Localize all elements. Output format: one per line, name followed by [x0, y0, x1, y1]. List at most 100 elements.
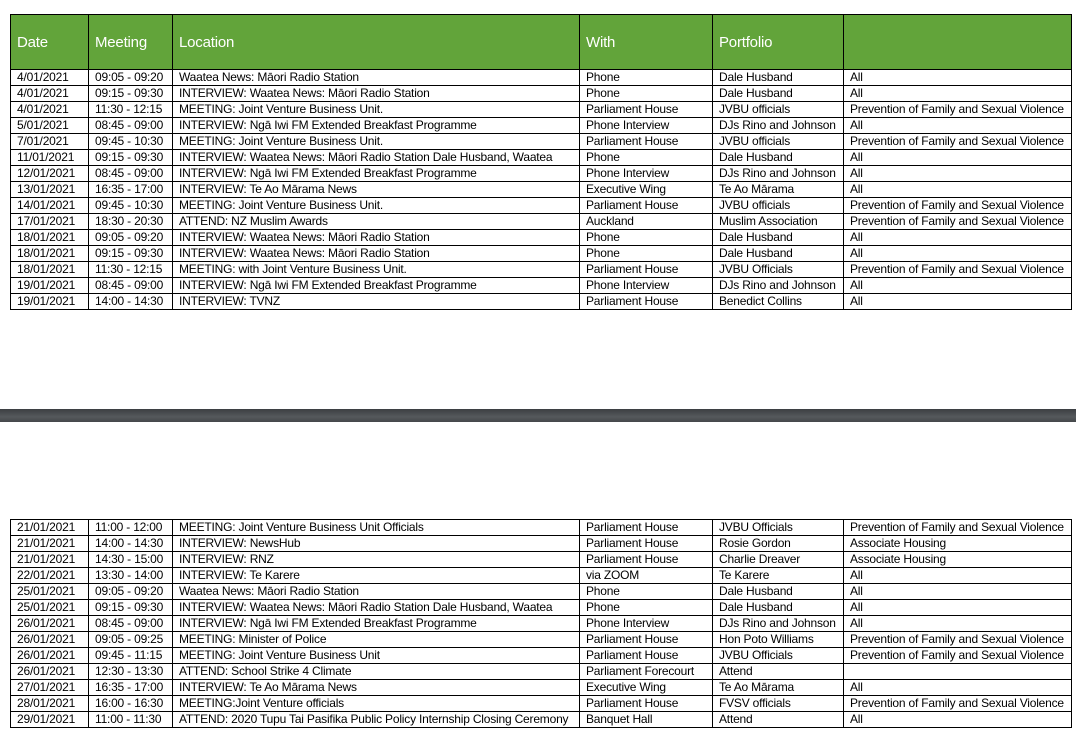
- cell-area: Prevention of Family and Sexual Violence: [843, 261, 1072, 278]
- table-row: 25/01/2021 09:15 - 09:30 INTERVIEW: Waatea…: [10, 599, 1072, 616]
- schedule-table-page-2: 21/01/2021 11:00 - 12:00 MEETING: Joint Ve…: [10, 519, 1072, 728]
- cell-meeting: 09:45 - 10:30: [88, 133, 173, 150]
- cell-area: All: [843, 567, 1072, 584]
- cell-location: MEETING: Joint Venture Business Unit.: [172, 197, 580, 214]
- table-row: 7/01/2021 09:45 - 10:30 MEETING: Joint Ven…: [10, 133, 1072, 150]
- cell-area: Prevention of Family and Sexual Violence: [843, 695, 1072, 712]
- cell-meeting: 11:00 - 12:00: [88, 519, 173, 536]
- cell-with: Phone: [579, 245, 713, 262]
- cell-with: Phone Interview: [579, 165, 713, 182]
- cell-meeting: 11:30 - 12:15: [88, 261, 173, 278]
- cell-meeting: 14:00 - 14:30: [88, 535, 173, 552]
- cell-with: Parliament House: [579, 197, 713, 214]
- cell-portfolio: Hon Poto Williams: [712, 631, 844, 648]
- cell-meeting: 18:30 - 20:30: [88, 213, 173, 230]
- cell-meeting: 09:45 - 10:30: [88, 197, 173, 214]
- table-row: 4/01/2021 09:05 - 09:20 Waatea News: Māori…: [10, 69, 1072, 86]
- cell-date: 18/01/2021: [10, 261, 89, 278]
- cell-meeting: 16:35 - 17:00: [88, 679, 173, 696]
- cell-date: 14/01/2021: [10, 197, 89, 214]
- table-row: 21/01/2021 14:30 - 15:00 INTERVIEW: RNZ Par…: [10, 551, 1072, 568]
- cell-meeting: 09:45 - 11:15: [88, 647, 173, 664]
- cell-location: MEETING: Minister of Police: [172, 631, 580, 648]
- cell-area: All: [843, 599, 1072, 616]
- cell-date: 19/01/2021: [10, 293, 89, 310]
- cell-area: Prevention of Family and Sexual Violence: [843, 631, 1072, 648]
- cell-area: All: [843, 583, 1072, 600]
- cell-portfolio: DJs Rino and Johnson: [712, 165, 844, 182]
- cell-area: [843, 663, 1072, 680]
- cell-portfolio: Te Karere: [712, 567, 844, 584]
- cell-area: All: [843, 615, 1072, 632]
- cell-meeting: 13:30 - 14:00: [88, 567, 173, 584]
- cell-portfolio: JVBU officials: [712, 197, 844, 214]
- cell-portfolio: JVBU Officials: [712, 647, 844, 664]
- cell-area: Prevention of Family and Sexual Violence: [843, 101, 1072, 118]
- cell-meeting: 09:15 - 09:30: [88, 85, 173, 102]
- cell-meeting: 08:45 - 09:00: [88, 117, 173, 134]
- cell-with: Phone: [579, 149, 713, 166]
- cell-meeting: 09:15 - 09:30: [88, 149, 173, 166]
- cell-date: 13/01/2021: [10, 181, 89, 198]
- cell-date: 22/01/2021: [10, 567, 89, 584]
- table-row: 5/01/2021 08:45 - 09:00 INTERVIEW: Ngā Iwi…: [10, 117, 1072, 134]
- cell-meeting: 12:30 - 13:30: [88, 663, 173, 680]
- cell-portfolio: JVBU Officials: [712, 261, 844, 278]
- cell-area: All: [843, 277, 1072, 294]
- cell-location: INTERVIEW: Waatea News: Māori Radio Stat…: [172, 149, 580, 166]
- cell-date: 19/01/2021: [10, 277, 89, 294]
- cell-location: INTERVIEW: Ngā Iwi FM Extended Breakfast…: [172, 615, 580, 632]
- cell-location: ATTEND: School Strike 4 Climate: [172, 663, 580, 680]
- table-row: 11/01/2021 09:15 - 09:30 INTERVIEW: Waatea…: [10, 149, 1072, 166]
- cell-meeting: 09:05 - 09:20: [88, 229, 173, 246]
- cell-area: Prevention of Family and Sexual Violence: [843, 213, 1072, 230]
- cell-portfolio: Te Ao Mārama: [712, 181, 844, 198]
- cell-date: 21/01/2021: [10, 551, 89, 568]
- header-with: With: [579, 14, 713, 70]
- table-row: 19/01/2021 08:45 - 09:00 INTERVIEW: Ngā Iw…: [10, 277, 1072, 294]
- cell-portfolio: Dale Husband: [712, 85, 844, 102]
- cell-portfolio: Dale Husband: [712, 599, 844, 616]
- cell-location: Waatea News: Māori Radio Station: [172, 583, 580, 600]
- cell-location: INTERVIEW: Waatea News: Māori Radio Stat…: [172, 229, 580, 246]
- cell-meeting: 14:00 - 14:30: [88, 293, 173, 310]
- cell-location: INTERVIEW: NewsHub: [172, 535, 580, 552]
- cell-meeting: 09:15 - 09:30: [88, 245, 173, 262]
- cell-date: 28/01/2021: [10, 695, 89, 712]
- cell-meeting: 08:45 - 09:00: [88, 277, 173, 294]
- cell-with: Phone: [579, 599, 713, 616]
- cell-location: MEETING:Joint Venture officials: [172, 695, 580, 712]
- cell-area: All: [843, 229, 1072, 246]
- cell-location: INTERVIEW: Waatea News: Māori Radio Stat…: [172, 85, 580, 102]
- cell-area: All: [843, 117, 1072, 134]
- cell-portfolio: DJs Rino and Johnson: [712, 117, 844, 134]
- cell-date: 18/01/2021: [10, 245, 89, 262]
- table-row: 28/01/2021 16:00 - 16:30 MEETING:Joint Ven…: [10, 695, 1072, 712]
- cell-meeting: 11:00 - 11:30: [88, 711, 173, 728]
- cell-meeting: 09:05 - 09:20: [88, 69, 173, 86]
- cell-with: Parliament House: [579, 261, 713, 278]
- cell-portfolio: JVBU officials: [712, 101, 844, 118]
- table-row: 13/01/2021 16:35 - 17:00 INTERVIEW: Te Ao …: [10, 181, 1072, 198]
- cell-meeting: 08:45 - 09:00: [88, 615, 173, 632]
- cell-location: INTERVIEW: Waatea News: Māori Radio Stat…: [172, 245, 580, 262]
- cell-date: 18/01/2021: [10, 229, 89, 246]
- cell-location: INTERVIEW: TVNZ: [172, 293, 580, 310]
- schedule-table-page-1: Date Meeting Location With Portfolio 4/0…: [10, 14, 1072, 310]
- cell-with: Executive Wing: [579, 679, 713, 696]
- cell-portfolio: Benedict Collins: [712, 293, 844, 310]
- cell-location: MEETING: with Joint Venture Business Uni…: [172, 261, 580, 278]
- cell-portfolio: JVBU officials: [712, 133, 844, 150]
- cell-with: Parliament House: [579, 133, 713, 150]
- table-row: 26/01/2021 09:05 - 09:25 MEETING: Minister…: [10, 631, 1072, 648]
- cell-date: 25/01/2021: [10, 599, 89, 616]
- cell-date: 26/01/2021: [10, 647, 89, 664]
- cell-with: Phone Interview: [579, 615, 713, 632]
- cell-location: ATTEND: NZ Muslim Awards: [172, 213, 580, 230]
- table-row: 27/01/2021 16:35 - 17:00 INTERVIEW: Te Ao …: [10, 679, 1072, 696]
- table-row: 12/01/2021 08:45 - 09:00 INTERVIEW: Ngā Iw…: [10, 165, 1072, 182]
- table-row: 26/01/2021 08:45 - 09:00 INTERVIEW: Ngā Iw…: [10, 615, 1072, 632]
- cell-portfolio: Dale Husband: [712, 583, 844, 600]
- cell-with: Parliament House: [579, 535, 713, 552]
- cell-with: Parliament House: [579, 695, 713, 712]
